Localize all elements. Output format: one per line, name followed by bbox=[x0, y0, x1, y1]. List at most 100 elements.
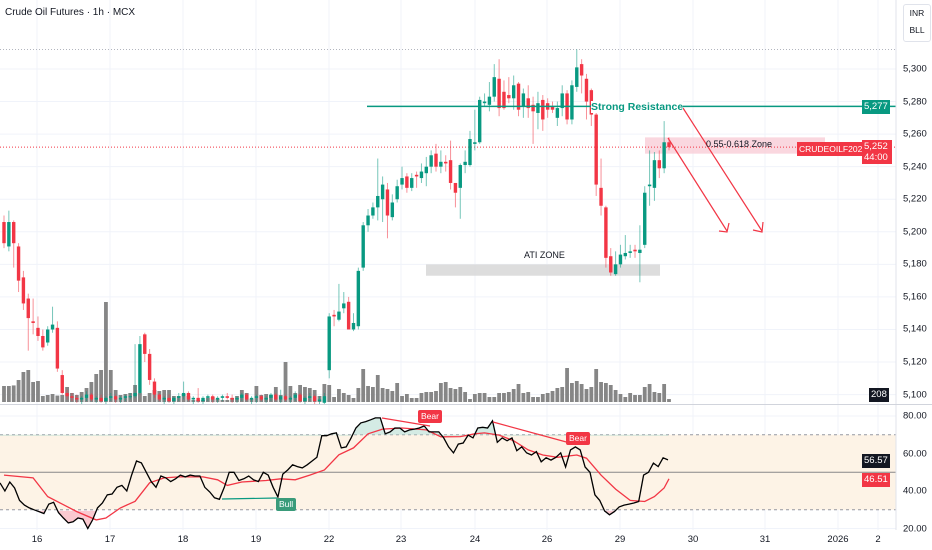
candle-body[interactable] bbox=[245, 394, 249, 400]
candle-body[interactable] bbox=[337, 311, 341, 320]
candle-body[interactable] bbox=[429, 155, 433, 167]
candle-body[interactable] bbox=[317, 399, 322, 402]
candle-body[interactable] bbox=[94, 397, 98, 400]
candle-body[interactable] bbox=[225, 396, 229, 398]
candle-body[interactable] bbox=[36, 327, 40, 336]
candle-body[interactable] bbox=[206, 396, 210, 398]
candle-body[interactable] bbox=[356, 270, 361, 327]
candle-body[interactable] bbox=[196, 397, 200, 402]
target-arrow-2[interactable] bbox=[682, 107, 763, 232]
candle-body[interactable] bbox=[220, 396, 225, 398]
candle-body[interactable] bbox=[526, 98, 530, 109]
candle-body[interactable] bbox=[181, 392, 186, 397]
candle-body[interactable] bbox=[288, 397, 293, 400]
candle-body[interactable] bbox=[113, 396, 118, 400]
candle-body[interactable] bbox=[322, 396, 327, 403]
candle-body[interactable] bbox=[511, 85, 516, 99]
candle-body[interactable] bbox=[579, 64, 584, 76]
candle-body[interactable] bbox=[133, 392, 137, 397]
candle-body[interactable] bbox=[482, 101, 487, 104]
candle-body[interactable] bbox=[308, 396, 312, 398]
candle-body[interactable] bbox=[380, 184, 385, 200]
candle-body[interactable] bbox=[128, 396, 132, 398]
candle-body[interactable] bbox=[400, 178, 404, 185]
candle-body[interactable] bbox=[424, 166, 428, 174]
candle-body[interactable] bbox=[118, 397, 123, 400]
candle-body[interactable] bbox=[298, 394, 302, 402]
candle-body[interactable] bbox=[560, 93, 564, 109]
resistance-label[interactable]: Strong Resistance bbox=[591, 101, 684, 113]
candle-body[interactable] bbox=[385, 189, 390, 216]
candle-body[interactable] bbox=[152, 381, 157, 395]
candle-body[interactable] bbox=[463, 161, 467, 166]
candle-body[interactable] bbox=[264, 397, 268, 400]
candle-body[interactable] bbox=[16, 246, 21, 281]
candle-body[interactable] bbox=[473, 142, 477, 144]
candle-body[interactable] bbox=[235, 397, 239, 400]
candle-body[interactable] bbox=[361, 225, 365, 268]
candle-body[interactable] bbox=[643, 192, 647, 245]
candle-body[interactable] bbox=[638, 249, 642, 253]
candle-body[interactable] bbox=[109, 396, 113, 398]
candle-body[interactable] bbox=[434, 153, 438, 167]
candle-body[interactable] bbox=[371, 207, 375, 216]
candle-body[interactable] bbox=[395, 186, 399, 200]
candle-body[interactable] bbox=[123, 396, 128, 398]
candle-body[interactable] bbox=[201, 397, 205, 402]
candle-body[interactable] bbox=[177, 396, 181, 398]
candle-body[interactable] bbox=[657, 160, 661, 169]
candle-body[interactable] bbox=[274, 394, 278, 400]
candle-body[interactable] bbox=[84, 394, 89, 398]
candle-body[interactable] bbox=[594, 114, 598, 185]
candle-body[interactable] bbox=[75, 397, 79, 400]
candle-body[interactable] bbox=[278, 396, 283, 400]
candle-body[interactable] bbox=[453, 182, 458, 193]
candle-body[interactable] bbox=[162, 397, 166, 400]
candle-body[interactable] bbox=[351, 322, 356, 330]
candle-body[interactable] bbox=[31, 321, 35, 323]
candle-body[interactable] bbox=[327, 316, 331, 371]
candle-body[interactable] bbox=[390, 202, 395, 218]
candle-body[interactable] bbox=[79, 397, 84, 400]
candle-body[interactable] bbox=[419, 171, 424, 179]
candle-body[interactable] bbox=[99, 397, 103, 402]
candle-body[interactable] bbox=[444, 161, 448, 164]
candle-body[interactable] bbox=[269, 394, 273, 398]
candle-body[interactable] bbox=[70, 396, 74, 398]
candle-body[interactable] bbox=[21, 277, 26, 304]
candle-body[interactable] bbox=[570, 85, 574, 120]
target-arrow-1[interactable] bbox=[667, 137, 728, 232]
candle-body[interactable] bbox=[346, 301, 351, 330]
candle-body[interactable] bbox=[12, 222, 16, 244]
candle-body[interactable] bbox=[477, 99, 482, 143]
candle-body[interactable] bbox=[376, 195, 380, 208]
candle-body[interactable] bbox=[249, 397, 254, 400]
candle-body[interactable] bbox=[211, 396, 215, 400]
candle-body[interactable] bbox=[50, 324, 55, 330]
candle-body[interactable] bbox=[487, 96, 492, 105]
ati-zone-rect[interactable] bbox=[426, 264, 660, 276]
candle-body[interactable] bbox=[143, 334, 147, 354]
candle-body[interactable] bbox=[662, 142, 666, 169]
candle-body[interactable] bbox=[138, 344, 142, 393]
candle-body[interactable] bbox=[191, 397, 196, 400]
candle-body[interactable] bbox=[458, 165, 462, 188]
candle-body[interactable] bbox=[7, 222, 11, 247]
candle-body[interactable] bbox=[26, 298, 30, 319]
candle-body[interactable] bbox=[550, 106, 555, 110]
candle-body[interactable] bbox=[172, 397, 176, 402]
candle-body[interactable] bbox=[599, 187, 603, 206]
candle-body[interactable] bbox=[167, 397, 171, 402]
candle-body[interactable] bbox=[468, 139, 472, 166]
candle-body[interactable] bbox=[259, 396, 263, 400]
candle-body[interactable] bbox=[521, 93, 526, 107]
candle-body[interactable] bbox=[2, 222, 6, 244]
candle-body[interactable] bbox=[405, 176, 409, 188]
candle-body[interactable] bbox=[623, 252, 628, 257]
candle-body[interactable] bbox=[613, 264, 618, 275]
candle-body[interactable] bbox=[45, 329, 50, 343]
candle-body[interactable] bbox=[584, 78, 589, 102]
candle-body[interactable] bbox=[414, 174, 419, 177]
candle-body[interactable] bbox=[41, 335, 45, 348]
candle-body[interactable] bbox=[312, 396, 317, 402]
